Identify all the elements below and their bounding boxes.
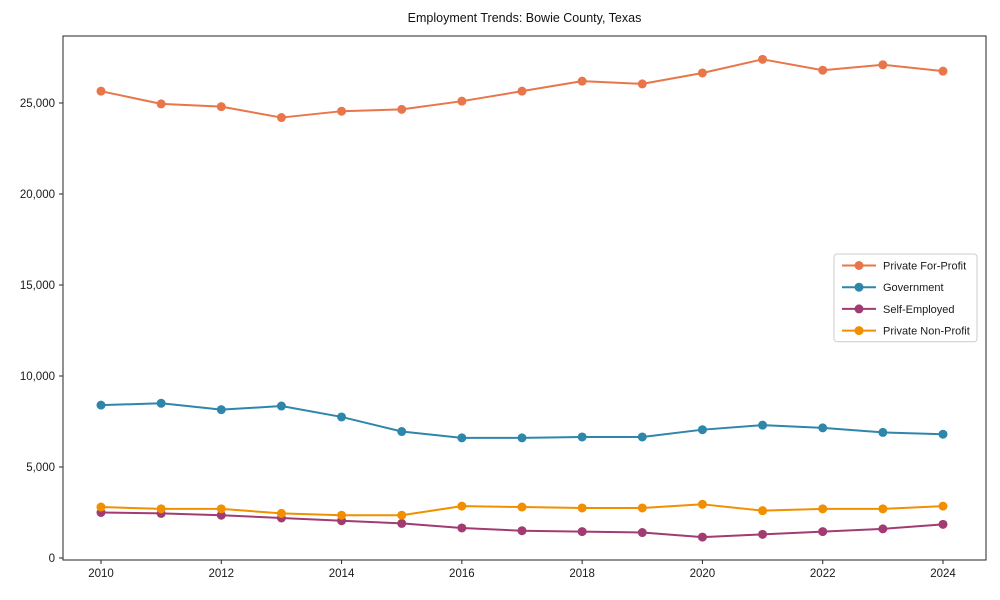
data-point-self-employed — [397, 518, 407, 528]
y-tick-label: 10,000 — [20, 371, 55, 383]
data-point-government — [577, 432, 587, 442]
data-point-private-non-profit — [276, 508, 286, 518]
data-point-government — [156, 398, 166, 408]
x-tick-label: 2014 — [329, 568, 355, 580]
x-tick-label: 2024 — [930, 568, 956, 580]
data-point-private-non-profit — [938, 501, 948, 511]
data-point-private-non-profit — [337, 510, 347, 520]
legend — [833, 253, 978, 343]
data-point-government — [337, 412, 347, 422]
data-point-government — [758, 420, 768, 430]
data-point-private-for-profit — [156, 99, 166, 109]
data-point-private-for-profit — [878, 60, 888, 70]
legend-marker-government — [854, 282, 864, 292]
data-point-private-for-profit — [457, 96, 467, 106]
y-tick-label: 0 — [49, 553, 55, 565]
y-tick-label: 25,000 — [20, 98, 55, 110]
data-point-self-employed — [517, 526, 527, 536]
data-point-self-employed — [938, 519, 948, 529]
legend-label-private-for-profit: Private For-Profit — [883, 261, 966, 273]
x-tick-label: 2022 — [810, 568, 836, 580]
data-point-private-for-profit — [818, 65, 828, 75]
data-point-private-for-profit — [397, 104, 407, 114]
data-point-private-for-profit — [577, 76, 587, 86]
data-point-private-for-profit — [697, 68, 707, 78]
data-point-private-for-profit — [96, 86, 106, 96]
legend-label-self-employed: Self-Employed — [883, 304, 955, 316]
data-point-government — [697, 425, 707, 435]
legend-label-government: Government — [883, 282, 944, 294]
data-point-private-for-profit — [216, 102, 226, 112]
data-point-government — [96, 400, 106, 410]
data-point-government — [637, 432, 647, 442]
y-tick-label: 15,000 — [20, 280, 55, 292]
x-tick-label: 2012 — [208, 568, 234, 580]
data-point-private-for-profit — [337, 106, 347, 116]
data-point-private-non-profit — [818, 504, 828, 514]
data-point-self-employed — [697, 532, 707, 542]
data-point-government — [276, 401, 286, 411]
data-point-private-non-profit — [697, 499, 707, 509]
data-point-self-employed — [758, 529, 768, 539]
x-tick-label: 2016 — [449, 568, 475, 580]
data-point-government — [397, 427, 407, 437]
data-point-government — [878, 427, 888, 437]
series-line-government — [100, 402, 944, 439]
data-point-government — [818, 423, 828, 433]
data-point-self-employed — [457, 523, 467, 533]
x-tick-label: 2018 — [569, 568, 595, 580]
y-tick-label: 5,000 — [26, 462, 55, 474]
data-point-private-for-profit — [938, 66, 948, 76]
x-tick-label: 2010 — [88, 568, 114, 580]
x-tick-label: 2020 — [690, 568, 716, 580]
data-point-self-employed — [878, 524, 888, 534]
legend-marker-private-for-profit — [854, 261, 864, 270]
data-point-private-for-profit — [517, 86, 527, 96]
data-point-private-non-profit — [96, 502, 106, 512]
data-point-private-non-profit — [457, 501, 467, 511]
data-point-self-employed — [818, 527, 828, 537]
plot-border — [62, 35, 987, 561]
data-point-private-non-profit — [156, 504, 166, 514]
legend-label-private-non-profit: Private Non-Profit — [883, 326, 970, 338]
data-point-private-for-profit — [758, 54, 768, 64]
y-tick-label: 20,000 — [20, 189, 55, 201]
data-point-private-non-profit — [878, 504, 888, 514]
data-point-self-employed — [637, 528, 647, 538]
data-point-self-employed — [577, 527, 587, 537]
data-point-private-non-profit — [397, 510, 407, 520]
data-point-government — [216, 405, 226, 415]
data-point-private-for-profit — [637, 79, 647, 89]
data-point-government — [517, 433, 527, 443]
legend-marker-self-employed — [854, 304, 864, 314]
data-point-government — [938, 429, 948, 439]
data-point-private-for-profit — [276, 113, 286, 123]
data-point-self-employed — [216, 510, 226, 520]
data-point-private-non-profit — [637, 503, 647, 513]
data-point-private-non-profit — [216, 504, 226, 514]
data-point-private-non-profit — [577, 503, 587, 513]
legend-marker-private-non-profit — [854, 326, 864, 336]
chart-title: Employment Trends: Bowie County, Texas — [407, 11, 642, 25]
data-point-private-non-profit — [758, 506, 768, 516]
data-point-government — [457, 433, 467, 443]
data-point-private-non-profit — [517, 502, 527, 512]
